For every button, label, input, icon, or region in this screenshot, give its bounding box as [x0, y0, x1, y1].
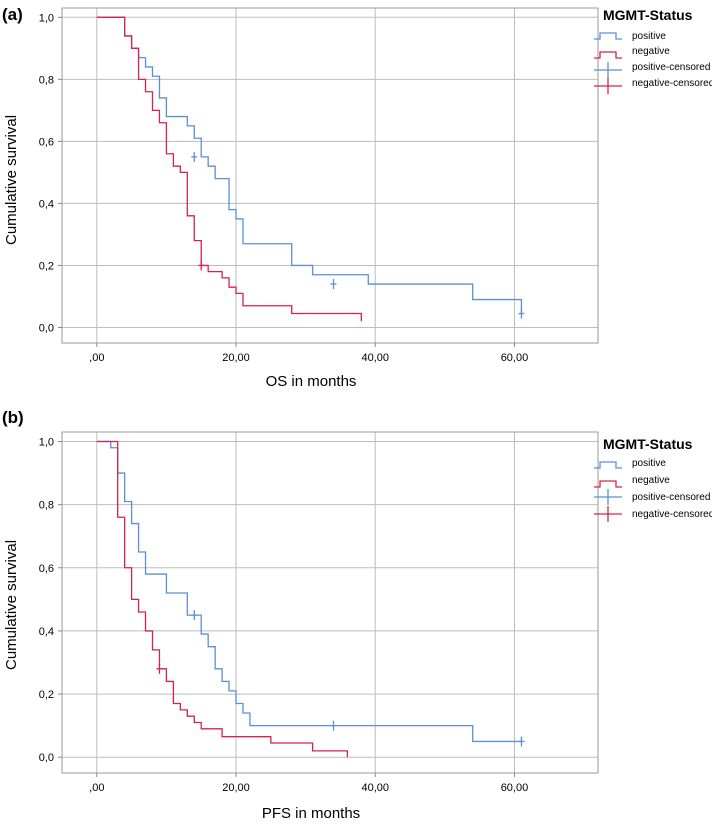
y-tick-label: 0,2 [39, 689, 54, 701]
series-line-positive [96, 16, 523, 314]
legend-label-negative: negative [632, 475, 670, 486]
axis-ticks: ,00 20,00 40,00 60,00 0,0 0,2 0,4 0,6 0,8 1,0 [39, 436, 529, 794]
y-tick-label: 0,4 [39, 626, 54, 638]
legend-label-positive-censored: positive-censored [632, 62, 710, 73]
x-tick-label: 40,00 [361, 782, 389, 794]
y-tick-label: 0,0 [39, 322, 54, 334]
legend-item-negative: negative [594, 46, 670, 59]
legend-label-negative-censored: negative-censored [632, 509, 712, 520]
x-tick-label: 20,00 [222, 782, 250, 794]
legend-swatch-positive [594, 32, 622, 40]
panel-b: (b) Cumulative survival PFS in months MG… [2, 408, 712, 822]
legend-item-negative-censored: negative-censored [594, 78, 712, 94]
series-line-negative [96, 440, 349, 758]
legend-item-positive: positive [594, 31, 666, 42]
y-tick-label: 0,4 [39, 198, 54, 210]
x-tick-label: ,00 [89, 782, 104, 794]
x-axis-title: PFS in months [262, 805, 360, 822]
gridlines [62, 432, 598, 773]
legend-label-negative: negative [632, 46, 670, 57]
legend-swatch-positive [594, 461, 622, 469]
legend: positive negative positive-censored nega… [594, 458, 712, 522]
y-tick-label: 0,2 [39, 260, 54, 272]
y-tick-label: 0,0 [39, 752, 54, 764]
x-axis-title: OS in months [266, 373, 357, 390]
y-tick-label: 0,8 [39, 74, 54, 86]
y-tick-label: 0,6 [39, 563, 54, 575]
legend: positive negative positive-censored nega… [594, 31, 712, 94]
legend-title: MGMT-Status [603, 7, 693, 23]
x-tick-label: 60,00 [501, 352, 529, 364]
panel-label: (b) [2, 408, 24, 427]
legend-label-positive: positive [632, 31, 666, 42]
legend-title: MGMT-Status [603, 436, 693, 452]
legend-swatch-negative [594, 51, 622, 59]
legend-label-negative-censored: negative-censored [632, 78, 712, 89]
legend-item-negative: negative [594, 475, 670, 488]
y-tick-label: 0,6 [39, 136, 54, 148]
axis-ticks: ,00 20,00 40,00 60,00 0,0 0,2 0,4 0,6 0,8 1,0 [39, 12, 529, 364]
legend-item-positive: positive [594, 458, 666, 469]
x-tick-label: ,00 [89, 352, 104, 364]
series-line-negative [96, 16, 362, 322]
gridlines [62, 8, 598, 343]
legend-swatch-negative [594, 480, 622, 488]
panel-a: (a) Cumulative survival OS in months MGM… [2, 5, 712, 390]
y-tick-label: 1,0 [39, 12, 54, 24]
legend-item-positive-censored: positive-censored [594, 489, 710, 505]
x-tick-label: 60,00 [501, 782, 529, 794]
plot-frame [61, 431, 599, 774]
x-tick-label: 40,00 [361, 352, 389, 364]
y-tick-label: 0,8 [39, 500, 54, 512]
panel-label: (a) [2, 5, 23, 24]
x-tick-label: 20,00 [222, 352, 250, 364]
legend-item-negative-censored: negative-censored [594, 506, 712, 522]
legend-item-positive-censored: positive-censored [594, 62, 710, 78]
plot-frame [61, 7, 599, 344]
y-tick-label: 1,0 [39, 436, 54, 448]
y-axis-title: Cumulative survival [3, 540, 20, 670]
legend-label-positive-censored: positive-censored [632, 492, 710, 503]
y-axis-title: Cumulative survival [3, 115, 20, 245]
series-line-positive [96, 440, 522, 743]
legend-label-positive: positive [632, 458, 666, 469]
